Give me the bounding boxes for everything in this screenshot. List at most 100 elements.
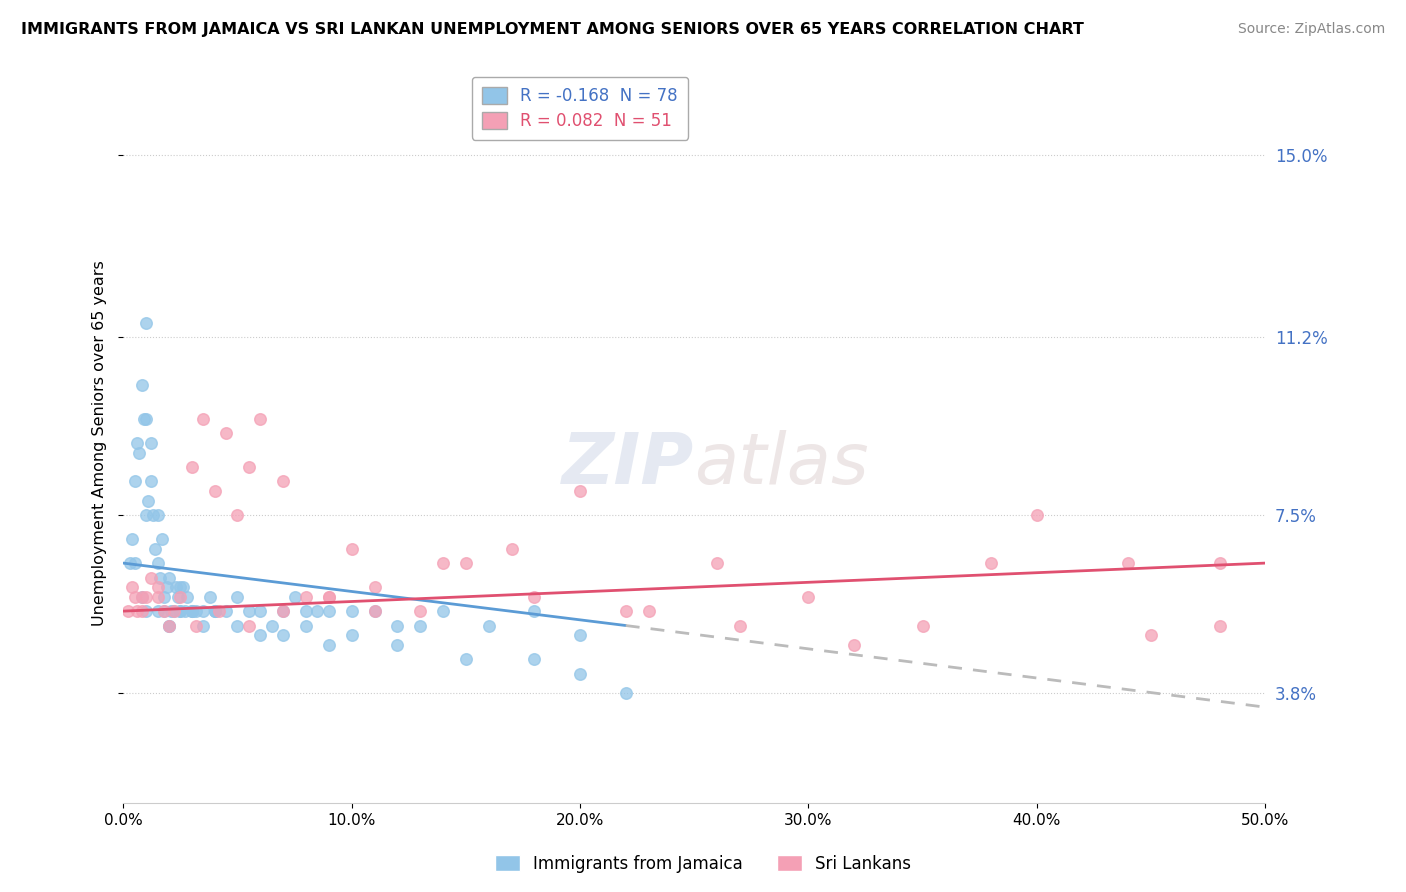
Point [146,590,169,604]
Point [135,316,157,330]
Point [160,604,183,618]
Point [186,604,208,618]
Point [363,604,385,618]
Point [706,556,728,570]
Point [226,590,249,604]
Text: ZIP: ZIP [562,430,695,500]
Point [169,604,191,618]
Point [1208,556,1230,570]
Point [215,426,238,441]
Point [162,604,184,618]
Point [117,604,139,618]
Point [387,638,409,652]
Point [153,604,176,618]
Point [911,618,934,632]
Point [162,604,184,618]
Point [363,604,385,618]
Y-axis label: Unemployment Among Seniors over 65 years: Unemployment Among Seniors over 65 years [93,260,107,626]
Point [135,590,157,604]
Point [156,580,179,594]
Point [139,436,162,450]
Point [844,638,866,652]
Point [169,580,191,594]
Point [226,508,249,522]
Point [198,590,221,604]
Point [614,686,637,700]
Point [139,475,162,489]
Point [204,604,226,618]
Point [340,628,363,642]
Point [157,618,180,632]
Point [132,412,155,426]
Legend: R = -0.168  N = 78, R = 0.082  N = 51: R = -0.168 N = 78, R = 0.082 N = 51 [472,77,688,140]
Point [186,618,208,632]
Point [131,604,153,618]
Point [131,590,153,604]
Point [478,618,501,632]
Point [131,590,153,604]
Point [249,412,271,426]
Point [271,604,294,618]
Point [238,618,260,632]
Point [149,570,172,584]
Point [146,556,169,570]
Point [215,604,238,618]
Point [135,412,157,426]
Point [138,493,160,508]
Point [193,618,215,632]
Point [146,604,169,618]
Point [318,590,340,604]
Point [523,652,546,666]
Point [142,508,165,522]
Text: Source: ZipAtlas.com: Source: ZipAtlas.com [1237,22,1385,37]
Point [150,532,173,546]
Point [797,590,820,604]
Point [135,508,157,522]
Point [980,556,1002,570]
Point [284,590,307,604]
Point [165,580,187,594]
Point [169,590,191,604]
Point [307,604,329,618]
Point [131,378,153,392]
Point [1140,628,1163,642]
Point [614,604,637,618]
Point [180,604,202,618]
Point [1208,618,1230,632]
Point [432,604,454,618]
Point [204,484,226,499]
Point [167,590,190,604]
Point [409,618,432,632]
Point [180,604,202,618]
Point [193,604,215,618]
Point [501,541,523,556]
Point [271,475,294,489]
Point [569,628,592,642]
Point [135,604,157,618]
Point [409,604,432,618]
Point [340,604,363,618]
Text: atlas: atlas [695,430,869,500]
Point [295,618,318,632]
Point [157,618,180,632]
Point [180,604,202,618]
Point [124,475,146,489]
Point [1025,508,1047,522]
Point [271,604,294,618]
Point [174,604,197,618]
Point [728,618,751,632]
Point [146,580,169,594]
Legend: Immigrants from Jamaica, Sri Lankans: Immigrants from Jamaica, Sri Lankans [488,848,918,880]
Point [340,541,363,556]
Point [523,604,546,618]
Point [146,508,169,522]
Point [121,532,143,546]
Point [204,604,226,618]
Point [125,604,148,618]
Point [139,570,162,584]
Point [120,556,142,570]
Point [193,412,215,426]
Point [208,604,231,618]
Point [238,604,260,618]
Point [172,580,194,594]
